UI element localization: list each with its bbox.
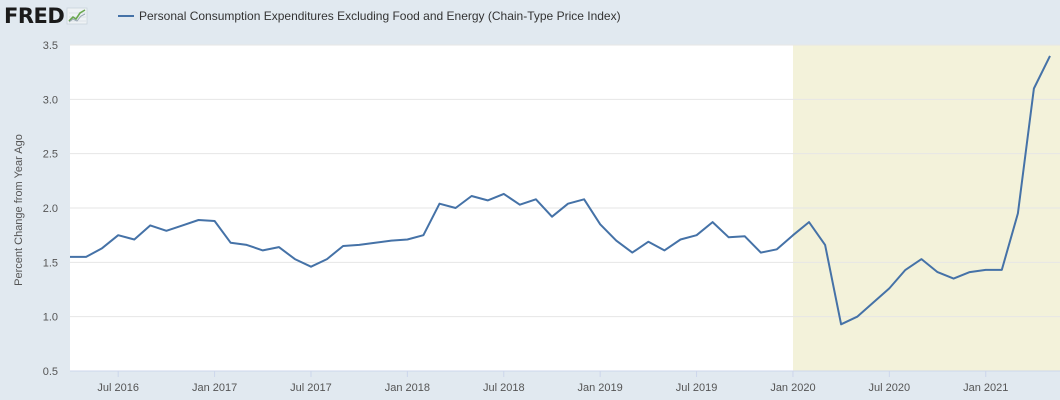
y-tick-label: 2.0 [43, 203, 58, 215]
grid-lines [70, 44, 1060, 372]
x-axis-ticks: Jul 2016 Jan 2017 Jul 2017 Jan 2018 Jul 2018… [70, 370, 1060, 394]
x-tick-label: Jul 2020 [869, 382, 911, 394]
y-tick-label: 2.5 [43, 149, 58, 161]
y-tick-label: 1.5 [43, 257, 58, 269]
x-tick-label: Jan 2019 [578, 382, 623, 394]
x-tick-label: Jan 2018 [385, 382, 430, 394]
x-tick-label: Jan 2017 [192, 382, 237, 394]
x-tick-label: Jul 2018 [483, 382, 525, 394]
y-tick-label: 1.0 [43, 312, 58, 324]
legend[interactable]: Personal Consumption Expenditures Exclud… [118, 8, 621, 24]
x-tick-label: Jul 2016 [97, 382, 139, 394]
x-tick-label: Jul 2017 [290, 382, 332, 394]
chart-header: FRED Personal Consumption Expenditures E… [0, 0, 1060, 34]
legend-swatch [118, 15, 134, 17]
series-group [70, 55, 1051, 326]
series-line [70, 55, 1051, 326]
legend-series-label: Personal Consumption Expenditures Exclud… [139, 9, 621, 23]
y-axis-label: Percent Change from Year Ago [13, 134, 25, 286]
fred-chart-icon [66, 7, 88, 25]
logo-text: FRED [4, 4, 65, 28]
fred-logo[interactable]: FRED [4, 4, 88, 28]
x-tick-label: Jul 2019 [676, 382, 718, 394]
x-tick-label: Jan 2020 [770, 382, 815, 394]
y-tick-label: 3.0 [43, 94, 58, 106]
y-axis-ticks: 0.5 1.0 1.5 2.0 2.5 3.0 3.5 [43, 40, 58, 378]
y-tick-label: 0.5 [43, 366, 58, 378]
y-tick-label: 3.5 [43, 40, 58, 52]
x-tick-label: Jan 2021 [963, 382, 1008, 394]
